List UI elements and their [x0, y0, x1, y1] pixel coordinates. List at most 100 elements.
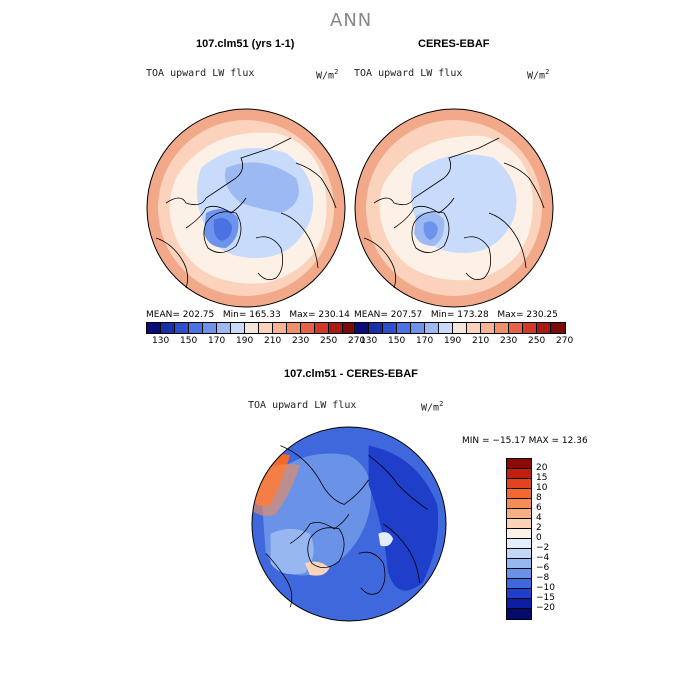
- colorbar-swatch: [523, 323, 537, 333]
- colorbar-swatch: [507, 509, 531, 519]
- colorbar-tick-label: 170: [416, 336, 434, 346]
- colorbar-tick-label: 170: [208, 336, 226, 346]
- colorbar-swatch: [495, 323, 509, 333]
- colorbar-swatch: [189, 323, 203, 333]
- colorbar-swatch: [287, 323, 301, 333]
- colorbar-tick-label: −15: [536, 593, 555, 603]
- colorbar-swatch: [397, 323, 411, 333]
- right-panel-stats: MEAN= 207.57 Min= 173.28 Max= 230.25: [354, 310, 558, 320]
- colorbar-tick-label: 250: [528, 336, 546, 346]
- colorbar-swatch: [507, 529, 531, 539]
- right-panel-variable: TOA upward LW flux: [354, 68, 463, 79]
- colorbar-swatch: [467, 323, 481, 333]
- colorbar-tick-label: 20: [536, 463, 548, 473]
- colorbar-swatch: [355, 323, 369, 333]
- right-max: 230.25: [526, 310, 558, 320]
- map-fill-pale: [304, 561, 330, 576]
- colorbar-swatch: [315, 323, 329, 333]
- colorbar-tick-label: 230: [500, 336, 518, 346]
- diff-panel-stats: MIN = −15.17 MAX = 12.36: [462, 436, 588, 446]
- colorbar-tick-label: 150: [180, 336, 198, 346]
- colorbar-tick-label: 15: [536, 473, 548, 483]
- colorbar-tick-label: 4: [536, 513, 542, 523]
- colorbar-swatch: [245, 323, 259, 333]
- colorbar-swatch: [507, 589, 531, 599]
- coastlines: [363, 137, 545, 289]
- page-title: ANN: [330, 10, 373, 31]
- colorbar-tick-label: 210: [264, 336, 282, 346]
- map-fill-light: [270, 528, 314, 575]
- colorbar-tick-label: 6: [536, 503, 542, 513]
- map-border: [354, 108, 554, 308]
- colorbar-tick-label: −4: [536, 553, 550, 563]
- colorbar-tick-label: 210: [472, 336, 490, 346]
- map-border: [146, 108, 346, 308]
- colorbar-swatch: [439, 323, 453, 333]
- colorbar-swatch: [217, 323, 231, 333]
- colorbar-tick-label: 150: [388, 336, 406, 346]
- left-map: [146, 108, 346, 308]
- diff-panel-variable: TOA upward LW flux: [248, 400, 357, 411]
- coastlines: [265, 445, 428, 608]
- colorbar-tick-label: −2: [536, 543, 550, 553]
- colorbar-swatch: [369, 323, 383, 333]
- right-panel-title: CERES-EBAF: [418, 38, 490, 50]
- colorbar-swatch: [507, 559, 531, 569]
- colorbar-swatch: [203, 323, 217, 333]
- colorbar-swatch: [481, 323, 495, 333]
- colorbar-tick-label: 230: [292, 336, 310, 346]
- colorbar-swatch: [175, 323, 189, 333]
- diff-map: [251, 426, 447, 622]
- colorbar-swatch: [507, 569, 531, 579]
- colorbar-tick-label: 2: [536, 523, 542, 533]
- colorbar-swatch: [507, 599, 531, 609]
- colorbar-swatch: [507, 469, 531, 479]
- right-map: [354, 108, 554, 308]
- diff-panel-title: 107.clm51 - CERES-EBAF: [284, 368, 418, 380]
- colorbar-swatch: [507, 489, 531, 499]
- colorbar-tick-label: −10: [536, 583, 555, 593]
- right-mean: 207.57: [390, 310, 423, 320]
- colorbar-swatch: [161, 323, 175, 333]
- colorbar-tick-label: 190: [236, 336, 254, 346]
- colorbar-tick-label: 250: [320, 336, 338, 346]
- left-panel-title: 107.clm51 (yrs 1-1): [196, 38, 295, 50]
- colorbar-swatch: [509, 323, 523, 333]
- colorbar-swatch: [411, 323, 425, 333]
- colorbar-tick-label: 10: [536, 483, 548, 493]
- map-border: [251, 426, 447, 622]
- colorbar-swatch: [537, 323, 551, 333]
- colorbar-swatch: [453, 323, 467, 333]
- colorbar-tick-label: −20: [536, 603, 555, 613]
- right-panel-units: W/m2: [527, 68, 550, 82]
- map-fill-blue: [225, 162, 299, 213]
- colorbar-swatch: [507, 499, 531, 509]
- colorbar-swatch: [383, 323, 397, 333]
- diff-colorbar: [506, 458, 532, 620]
- colorbar-swatch: [507, 579, 531, 589]
- map-fill-pale-2: [378, 532, 394, 547]
- map-fill-greenland-core: [423, 221, 438, 240]
- left-min: 165.33: [249, 310, 281, 320]
- colorbar-swatch: [425, 323, 439, 333]
- colorbar-tick-label: 0: [536, 533, 542, 543]
- map-fill-greenland-core: [213, 218, 232, 241]
- left-max: 230.14: [318, 310, 350, 320]
- right-min: 173.28: [457, 310, 489, 320]
- colorbar-swatch: [231, 323, 245, 333]
- left-colorbar: [146, 322, 358, 334]
- colorbar-tick-label: 8: [536, 493, 542, 503]
- colorbar-swatch: [507, 479, 531, 489]
- colorbar-swatch: [343, 323, 357, 333]
- colorbar-swatch: [551, 323, 565, 333]
- colorbar-swatch: [507, 519, 531, 529]
- colorbar-tick-label: 270: [348, 336, 366, 346]
- left-panel-stats: MEAN= 202.75 Min= 165.33 Max= 230.14: [146, 310, 350, 320]
- colorbar-tick-label: 130: [152, 336, 170, 346]
- left-panel-units: W/m2: [316, 68, 339, 82]
- colorbar-tick-label: 190: [444, 336, 462, 346]
- colorbar-swatch: [273, 323, 287, 333]
- colorbar-swatch: [507, 549, 531, 559]
- colorbar-swatch: [507, 539, 531, 549]
- colorbar-swatch: [301, 323, 315, 333]
